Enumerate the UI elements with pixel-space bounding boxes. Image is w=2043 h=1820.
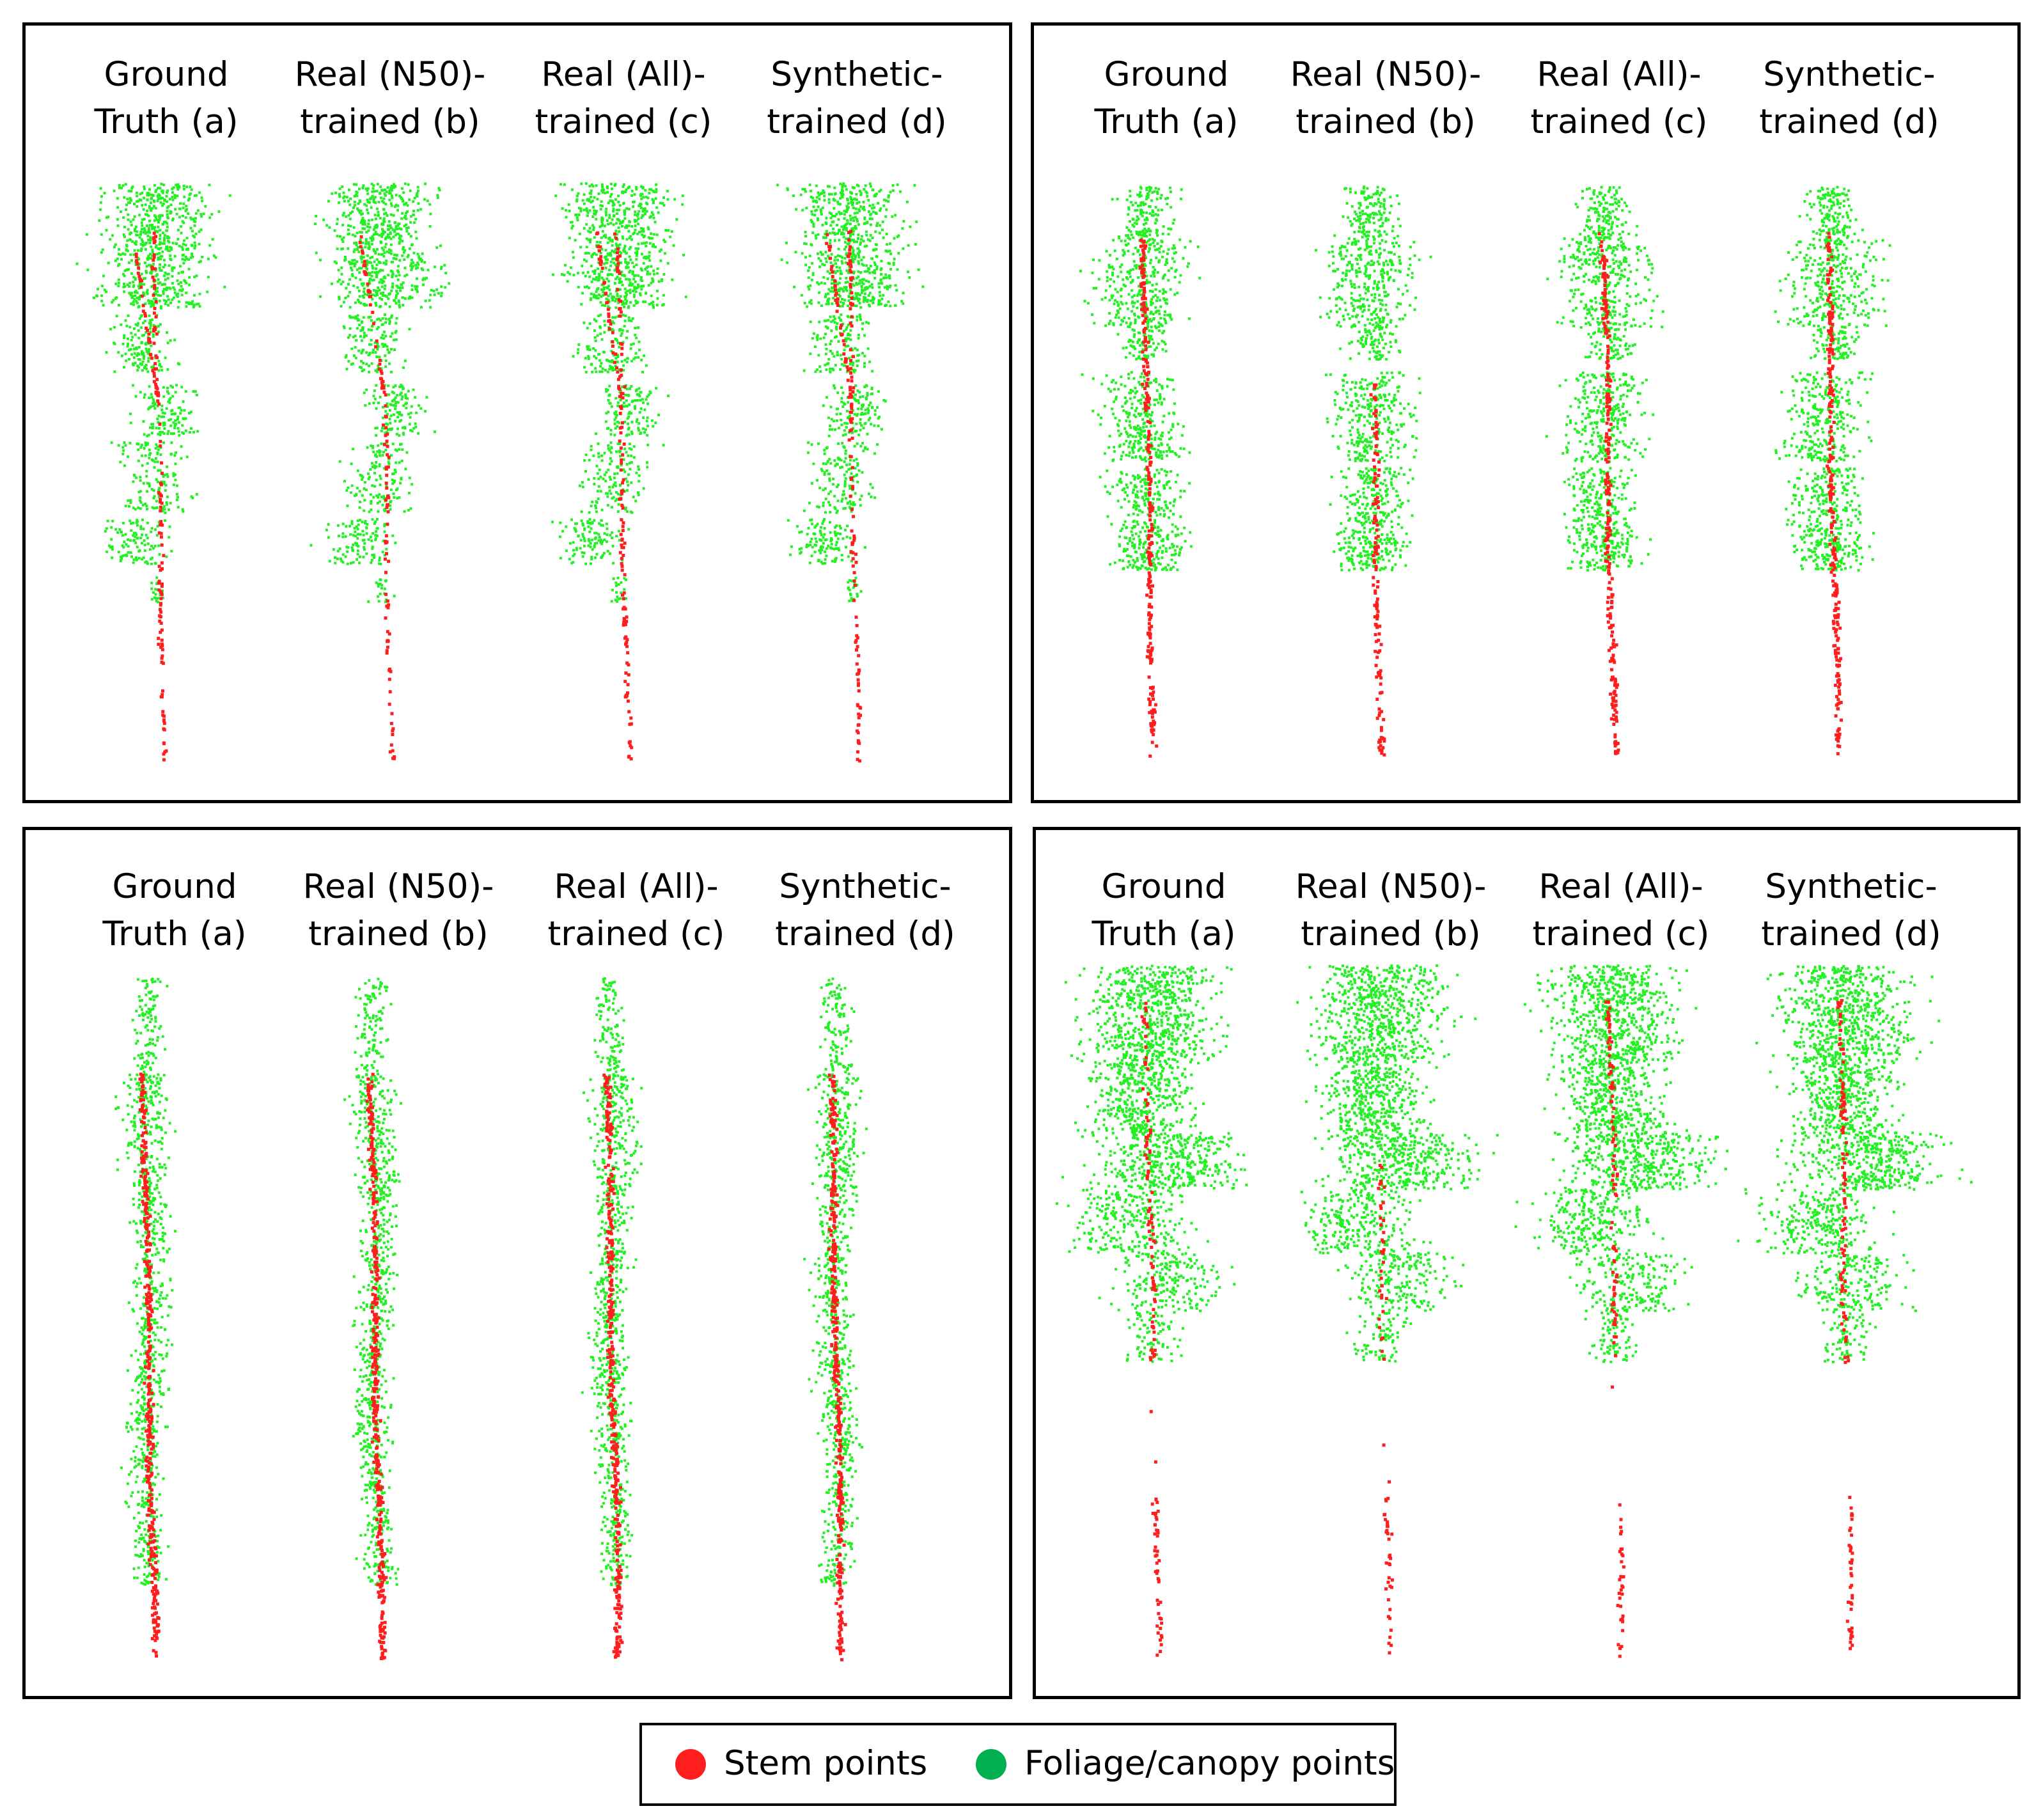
- stem-points: [602, 1073, 624, 1659]
- stem-points: [1825, 231, 1843, 756]
- column-label-real-all: Real (All)- trained (c): [535, 55, 712, 141]
- tree-b: [343, 977, 403, 1661]
- tree-point-cloud-a: [75, 182, 925, 763]
- tree-a: [75, 182, 231, 762]
- foliage-points: [343, 977, 403, 1587]
- stem-legend-marker: [675, 1749, 706, 1780]
- column-label-real-n50: Real (N50)- trained (b): [294, 55, 486, 141]
- column-label-real-n50: Real (N50)- trained (b): [302, 867, 494, 953]
- tree-c: [1514, 964, 1729, 1658]
- foliage-legend-marker: [976, 1749, 1006, 1780]
- stem-points: [358, 235, 396, 760]
- foliage-legend-label: Foliage/canopy points: [1024, 1744, 1395, 1783]
- tree-b: [1296, 964, 1499, 1655]
- stem-points: [1369, 383, 1386, 757]
- foliage-points: [1315, 185, 1432, 572]
- column-label-ground-truth: Ground Truth (a): [94, 55, 239, 141]
- tree-point-cloud-d: [1055, 964, 1973, 1658]
- column-label-ground-truth: Ground Truth (a): [1092, 867, 1236, 953]
- legend: Stem points Foliage/canopy points: [639, 1723, 1397, 1806]
- column-label-real-all: Real (All)- trained (c): [1532, 867, 1710, 953]
- tree-point-cloud-b: [1079, 185, 1891, 758]
- column-label-synthetic: Synthetic- trained (d): [775, 867, 955, 953]
- column-label-real-all: Real (All)- trained (c): [547, 867, 725, 953]
- foliage-points: [776, 182, 925, 602]
- column-label-synthetic: Synthetic- trained (d): [767, 55, 947, 141]
- column-label-ground-truth: Ground Truth (a): [102, 867, 247, 953]
- column-label-real-n50: Real (N50)- trained (b): [1290, 55, 1482, 141]
- column-label-ground-truth: Ground Truth (a): [1094, 55, 1239, 141]
- tree-d: [1774, 185, 1891, 756]
- tree-b: [1315, 185, 1432, 757]
- tree-c: [551, 182, 687, 761]
- tree-point-cloud-c: [114, 977, 868, 1661]
- stem-points: [138, 1072, 160, 1658]
- panel-top-left: Ground Truth (a) Real (N50)- trained (b)…: [22, 22, 1012, 803]
- stem-points: [827, 1073, 847, 1661]
- column-label-synthetic: Synthetic- trained (d): [1761, 867, 1941, 953]
- foliage-points: [1737, 965, 1973, 1363]
- panel-bottom-right: Ground Truth (a) Real (N50)- trained (b)…: [1033, 827, 2021, 1699]
- stem-legend-label: Stem points: [724, 1744, 928, 1783]
- foliage-points: [551, 182, 687, 603]
- tree-d: [776, 182, 925, 763]
- column-label-synthetic: Synthetic- trained (d): [1759, 55, 1939, 141]
- foliage-points: [114, 978, 177, 1586]
- foliage-points: [803, 977, 868, 1587]
- foliage-points: [1079, 185, 1202, 572]
- stem-points: [595, 231, 634, 761]
- stem-points: [1138, 239, 1159, 758]
- stem-points: [365, 1072, 388, 1661]
- stem-points: [1140, 1001, 1164, 1657]
- tree-c: [581, 977, 643, 1659]
- tree-a: [1079, 185, 1202, 758]
- tree-b: [309, 182, 451, 760]
- tree-d: [803, 977, 868, 1661]
- tree-a: [114, 978, 177, 1658]
- tree-d: [1737, 965, 1973, 1651]
- foliage-points: [75, 182, 231, 604]
- foliage-points: [309, 182, 451, 604]
- panel-bottom-left: Ground Truth (a) Real (N50)- trained (b)…: [22, 827, 1012, 1699]
- foliage-points: [1055, 964, 1248, 1363]
- stem-points: [1836, 999, 1854, 1651]
- stem-points: [134, 231, 168, 762]
- foliage-points: [1296, 964, 1499, 1363]
- panel-top-right: Ground Truth (a) Real (N50)- trained (b)…: [1031, 22, 2021, 803]
- stem-points: [1377, 1164, 1394, 1655]
- column-label-real-n50: Real (N50)- trained (b): [1295, 867, 1487, 953]
- stem-points: [1597, 231, 1620, 755]
- tree-a: [1055, 964, 1248, 1657]
- column-label-real-all: Real (All)- trained (c): [1530, 55, 1708, 141]
- foliage-points: [1514, 964, 1729, 1363]
- stem-points: [825, 230, 863, 763]
- foliage-points: [1545, 185, 1664, 572]
- tree-c: [1545, 185, 1664, 755]
